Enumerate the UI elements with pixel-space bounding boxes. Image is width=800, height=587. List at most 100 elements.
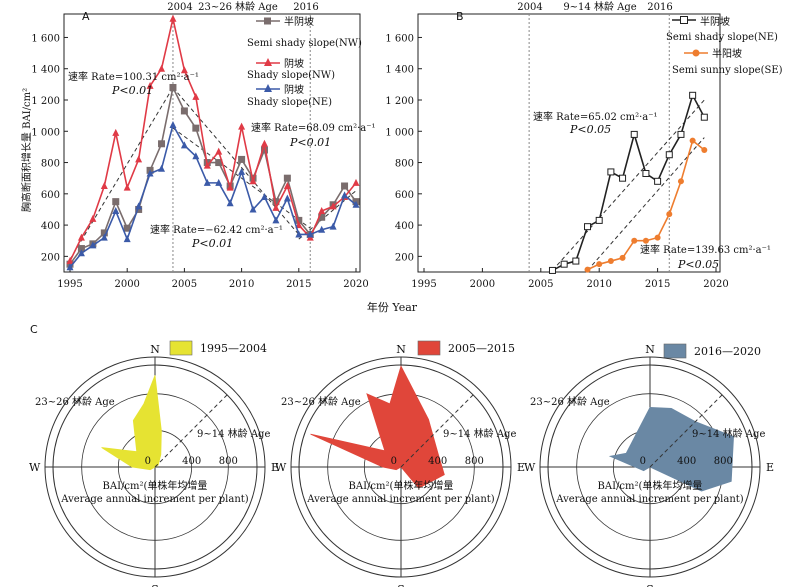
- x-tick-label: 2020: [703, 279, 728, 290]
- panel-a-period-label: 23~26 林龄 Age: [198, 0, 278, 13]
- data-point: [654, 177, 662, 185]
- data-point: [584, 223, 592, 231]
- panel-b-legend: 半阴坡 Semi shady slope(NE) 半阳坡 Semi sunny …: [666, 15, 783, 76]
- panel-b-axes: 1995 2000 2005 2010 2015 2020 200 400 600 800 1 00…: [385, 13, 729, 290]
- data-point: [352, 200, 360, 208]
- ring-label-800: 800: [219, 456, 238, 467]
- data-point: [596, 261, 603, 268]
- data-point: [158, 64, 166, 72]
- data-point: [180, 107, 188, 115]
- y-tick-label: 1 000: [31, 127, 60, 138]
- data-point: [77, 249, 85, 257]
- trend-line: [298, 190, 357, 240]
- y-tick-label: 1 000: [385, 127, 414, 138]
- annot-a-p-3: P<0.01: [191, 237, 233, 250]
- legend-b-1-en: Semi shady slope(NE): [666, 32, 778, 43]
- data-point: [352, 178, 360, 186]
- panel-b-frame: [417, 13, 721, 273]
- data-point: [689, 137, 696, 144]
- ring-label-400: 400: [677, 456, 696, 467]
- data-point: [226, 199, 234, 207]
- data-point: [203, 161, 211, 169]
- data-point: [146, 169, 154, 177]
- data-point: [135, 155, 143, 163]
- data-point: [283, 194, 291, 202]
- x-tick-label: 2015: [286, 279, 311, 290]
- data-point: [158, 140, 166, 148]
- data-point: [560, 260, 568, 268]
- data-point: [283, 174, 291, 182]
- panel-b-line-2016-label: 2016: [647, 2, 672, 13]
- dir-s-label: S: [397, 583, 405, 587]
- data-point: [283, 182, 291, 189]
- y-tick-label: 600: [395, 190, 414, 201]
- annot-b-rate-2: 速率 Rate=139.63 cm²·a⁻¹: [640, 243, 771, 256]
- age-label-old: 23~26 林龄 Age: [35, 395, 115, 408]
- x-tick-label: 2005: [528, 279, 553, 290]
- radar-area: [101, 375, 162, 471]
- x-tick-label: 1995: [411, 279, 436, 290]
- data-point: [180, 66, 188, 74]
- data-point: [180, 141, 188, 149]
- data-point: [112, 128, 120, 136]
- legend-swatch: [663, 343, 687, 359]
- panel-a: A 2004 23~26 林龄 Age 2016 1995 2000 2005 201…: [20, 0, 376, 290]
- legend-a-2-cn: 阴坡: [284, 57, 304, 70]
- dir-e-label: E: [517, 461, 525, 474]
- data-point: [123, 183, 131, 191]
- data-point: [192, 152, 200, 160]
- panel-b-trend-lines: [552, 99, 705, 271]
- y-tick-label: 1 200: [385, 96, 414, 107]
- data-point: [135, 202, 143, 210]
- annot-b-rate-1: 速率 Rate=65.02 cm²·a⁻¹: [533, 110, 658, 123]
- y-tick-label: 800: [41, 159, 60, 170]
- annot-a-p-1: P<0.01: [111, 84, 153, 97]
- data-point: [215, 178, 223, 186]
- data-point: [169, 83, 177, 91]
- data-point: [226, 183, 234, 191]
- data-point: [112, 207, 120, 215]
- data-point: [318, 225, 326, 233]
- data-point: [238, 155, 246, 163]
- data-point: [89, 241, 97, 249]
- radar-area: [608, 407, 734, 492]
- panel-b-period-label: 9~14 林龄 Age: [563, 0, 636, 13]
- data-point: [631, 237, 638, 244]
- age-label-old: 23~26 林龄 Age: [281, 395, 361, 408]
- data-point: [666, 211, 673, 218]
- legend-a-1-en: Semi shady slope(NW): [247, 38, 362, 49]
- annot-a-rate-1: 速率 Rate=100.31 cm²·a⁻¹: [68, 70, 199, 83]
- annot-a-p-2: P<0.01: [289, 136, 331, 149]
- dir-e-label: E: [766, 461, 774, 474]
- data-point: [295, 230, 303, 238]
- legend-b-2-en: Semi sunny slope(SE): [672, 65, 783, 76]
- radar-axis-label-1: BAI/cm²(单株年均增量: [598, 479, 703, 492]
- age-label-young: 9~14 林龄 Age: [197, 427, 270, 440]
- data-point: [700, 113, 708, 121]
- data-point: [572, 257, 580, 265]
- y-tick-label: 1 400: [31, 65, 60, 76]
- radar-plot-2005-2015: 2005—2015 N E S W 0 400 800 23~26 林龄 Age 9~14 林龄 …: [275, 340, 525, 587]
- data-point: [112, 198, 120, 206]
- y-axis-label: 胸高断面积增长量 BAI/cm²: [20, 88, 33, 212]
- legend-label: 2005—2015: [448, 342, 515, 355]
- legend-a-3-en: Shady slope(NE): [247, 97, 332, 108]
- dir-e-label: E: [271, 461, 279, 474]
- legend-swatch: [169, 340, 193, 356]
- data-point: [341, 182, 349, 190]
- age-label-old: 23~26 林龄 Age: [530, 395, 610, 408]
- y-tick-label: 200: [395, 252, 414, 263]
- data-point: [238, 167, 246, 175]
- data-point: [100, 182, 108, 189]
- trend-line: [69, 87, 174, 260]
- data-point: [123, 224, 131, 232]
- panel-b-line-2004-label: 2004: [517, 2, 542, 13]
- trend-line: [552, 99, 705, 271]
- y-tick-label: 1 600: [31, 33, 60, 44]
- x-tick-label: 2005: [172, 279, 197, 290]
- dir-w-label: W: [29, 461, 41, 474]
- y-tick-label: 1 600: [385, 33, 414, 44]
- annot-b-p-2: P<0.05: [677, 258, 719, 271]
- data-point: [89, 214, 97, 222]
- panel-a-series: [66, 14, 360, 271]
